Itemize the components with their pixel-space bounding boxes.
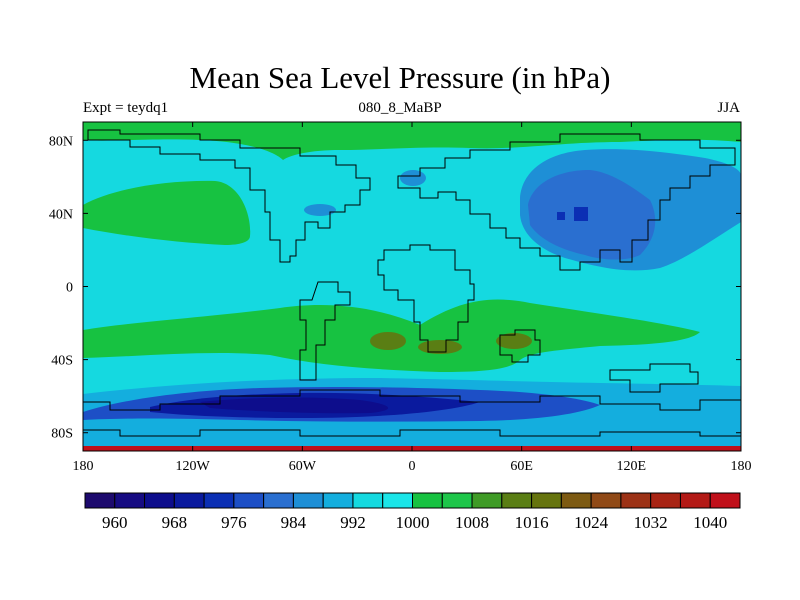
period-label: 080_8_MaBP bbox=[358, 100, 442, 116]
y-tick-label: 40N bbox=[49, 207, 73, 222]
colorbar-label: 984 bbox=[281, 513, 307, 532]
colorbar-label: 1000 bbox=[396, 513, 430, 532]
x-tick-label: 180 bbox=[731, 459, 752, 474]
outline-south-america bbox=[299, 281, 351, 381]
colorbar-label: 992 bbox=[340, 513, 366, 532]
colorbar: 960 968 976 984 992 1000 1008 1016 1024 1032 1040 bbox=[84, 492, 741, 532]
field-arctic-high bbox=[83, 122, 741, 160]
y-tick-label: 80N bbox=[49, 134, 73, 149]
field-small-low-a bbox=[304, 204, 336, 216]
colorbar-swatch bbox=[590, 492, 622, 509]
y-tick-label: 80S bbox=[51, 427, 73, 442]
season-label: JJA bbox=[717, 100, 740, 116]
outline-north-america bbox=[87, 129, 371, 263]
field-antarctic-trough-core bbox=[200, 397, 389, 414]
colorbar-label: 1040 bbox=[693, 513, 727, 532]
colorbar-label: 1008 bbox=[455, 513, 489, 532]
colorbar-swatch bbox=[322, 492, 354, 509]
y-tick-label: 0 bbox=[66, 281, 73, 296]
colorbar-label: 1016 bbox=[515, 513, 549, 532]
field-asian-low-spot bbox=[557, 212, 565, 220]
x-tick-label: 120W bbox=[176, 459, 211, 474]
colorbar-swatch bbox=[471, 492, 503, 509]
outline-africa bbox=[377, 244, 475, 353]
x-tick-label: 180 bbox=[73, 459, 94, 474]
pressure-field bbox=[83, 122, 741, 451]
colorbar-swatch bbox=[560, 492, 592, 509]
x-tick-label: 120E bbox=[617, 459, 647, 474]
experiment-label: Expt = teydq1 bbox=[83, 100, 169, 116]
x-tick-label: 0 bbox=[409, 459, 416, 474]
colorbar-swatch bbox=[382, 492, 413, 509]
colorbar-swatch bbox=[233, 492, 265, 509]
colorbar-swatch bbox=[531, 492, 562, 509]
colorbar-swatch bbox=[173, 492, 205, 509]
field-high-africa bbox=[370, 332, 406, 350]
colorbar-swatch bbox=[263, 492, 294, 509]
colorbar-swatch bbox=[650, 492, 681, 509]
field-asian-low-center bbox=[574, 207, 588, 221]
field-high-ocean bbox=[418, 340, 462, 354]
colorbar-swatch bbox=[501, 492, 533, 509]
field-high-australia bbox=[496, 333, 532, 349]
colorbar-swatch bbox=[412, 492, 443, 509]
field-small-low-b bbox=[400, 170, 426, 186]
colorbar-swatch bbox=[144, 492, 175, 509]
colorbar-label: 968 bbox=[162, 513, 188, 532]
colorbar-swatch bbox=[84, 492, 116, 509]
continent-outlines bbox=[83, 129, 741, 437]
colorbar-swatch bbox=[352, 492, 384, 509]
colorbar-label: 1024 bbox=[574, 513, 609, 532]
field-asian-low-core bbox=[528, 170, 656, 260]
colorbar-swatch bbox=[709, 492, 741, 509]
outline-eurasia bbox=[397, 133, 736, 271]
outline-pacific-islands bbox=[609, 363, 699, 393]
colorbar-swatch bbox=[441, 492, 473, 509]
axes: 180 120W 60W 0 60E 120E 180 80N 40N 0 40S 80S bbox=[49, 122, 752, 474]
colorbar-swatch bbox=[679, 492, 711, 509]
colorbar-swatch bbox=[620, 492, 652, 509]
y-tick-label: 40S bbox=[51, 354, 73, 369]
colorbar-swatch bbox=[292, 492, 324, 509]
outline-antarctica bbox=[83, 389, 741, 437]
x-tick-label: 60W bbox=[289, 459, 317, 474]
field-atlantic-high bbox=[83, 180, 251, 245]
chart-title: Mean Sea Level Pressure (in hPa) bbox=[189, 60, 611, 95]
colorbar-label: 976 bbox=[221, 513, 247, 532]
outline-australia bbox=[499, 329, 541, 363]
x-tick-label: 60E bbox=[510, 459, 533, 474]
colorbar-label: 1032 bbox=[634, 513, 668, 532]
colorbar-swatch bbox=[203, 492, 235, 509]
colorbar-swatch bbox=[114, 492, 146, 509]
colorbar-label: 960 bbox=[102, 513, 128, 532]
